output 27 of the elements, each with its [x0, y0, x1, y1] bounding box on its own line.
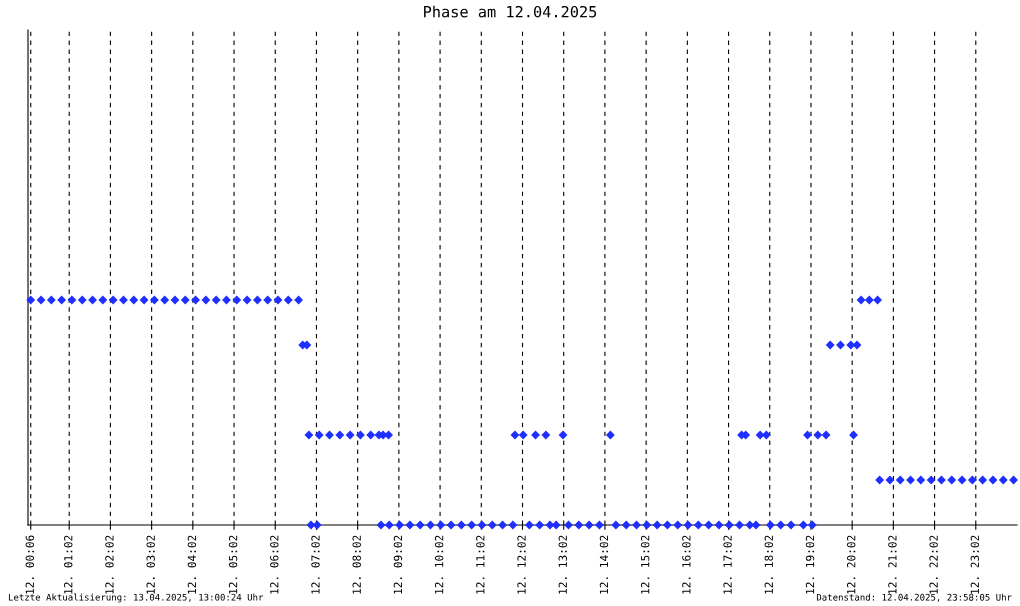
- x-tick-label: 12. 15:02: [640, 535, 650, 594]
- x-tick-label: 12. 12:02: [517, 535, 526, 594]
- x-tick-label: 12. 21:02: [888, 535, 897, 594]
- x-tick-label: 12. 23:02: [970, 535, 980, 594]
- x-tick-label: 12. 16:02: [682, 535, 691, 594]
- x-tick-label: 12. 00:06: [25, 535, 34, 594]
- text: Datenstand: 12.04.2025, 23:58:05 Uhr: [816, 593, 1012, 602]
- text: Letzte Aktualisierung: 13.04.2025, 13:00:24 Uhr: [8, 593, 264, 603]
- x-tick-label: 12. 09:02: [393, 535, 403, 594]
- x-tick-label: 12. 03:02: [146, 535, 155, 594]
- x-tick-label: 12. 05:02: [228, 535, 238, 594]
- x-tick-label: 12. 13:02: [558, 535, 567, 594]
- x-tick-label: 12. 04:02: [187, 535, 197, 594]
- x-tick-label: 12. 06:02: [270, 535, 279, 594]
- x-tick-label: 12. 02:02: [105, 535, 114, 594]
- x-tick-label: 12. 10:02: [434, 535, 444, 594]
- x-tick-label: 12. 14:02: [599, 535, 609, 594]
- x-tick-label: 12. 22:02: [929, 535, 938, 594]
- x-tick-label: 12. 18:02: [764, 535, 773, 594]
- x-tick-label: 12. 19:02: [805, 535, 815, 594]
- x-tick-label: 12. 20:02: [847, 535, 856, 594]
- x-tick-label: 12. 08:02: [352, 535, 361, 594]
- x-tick-label: 12. 11:02: [476, 535, 485, 594]
- x-tick-label: 12. 07:02: [311, 535, 320, 594]
- x-tick-label: 12. 01:02: [64, 535, 73, 594]
- chart-title: Phase am 12.04.2025: [424, 5, 597, 18]
- x-tick-label: 12. 17:02: [723, 535, 732, 594]
